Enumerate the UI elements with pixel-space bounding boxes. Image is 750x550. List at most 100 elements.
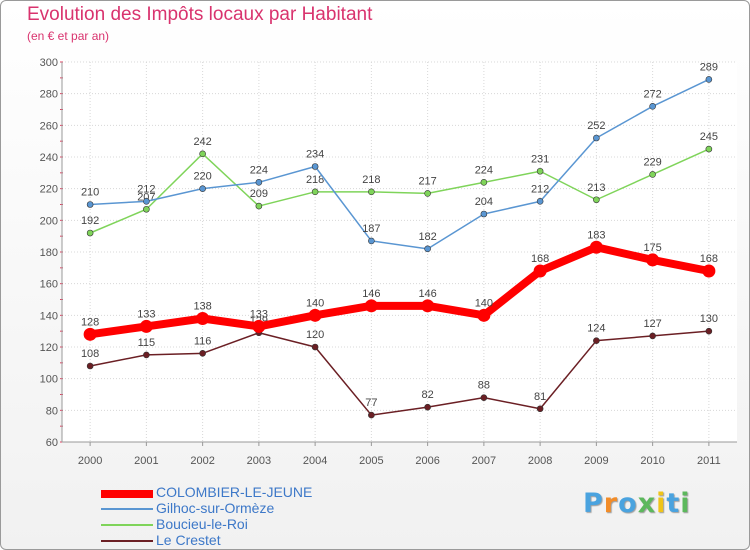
data-point — [480, 179, 488, 186]
y-tick-label: 140 — [40, 310, 58, 322]
data-point — [593, 337, 600, 344]
x-tick-label: 2004 — [303, 455, 327, 467]
y-tick-label: 260 — [40, 120, 58, 132]
legend: COLOMBIER-LE-JEUNE Gilhoc-sur-Ormèze Bou… — [101, 484, 361, 549]
logo-letter: x — [637, 488, 657, 519]
series-line — [89, 148, 710, 234]
data-label: 175 — [643, 242, 661, 254]
proxiti-logo: Proxiti — [583, 488, 691, 519]
data-point — [705, 327, 713, 335]
data-point — [308, 308, 322, 322]
y-tick-label: 60 — [46, 437, 58, 449]
data-label: 140 — [306, 297, 324, 309]
data-label: 77 — [365, 397, 377, 409]
legend-label: Boucieu-le-Roi — [156, 516, 248, 532]
data-point — [311, 343, 319, 351]
data-label: 108 — [81, 348, 99, 360]
data-point — [139, 319, 153, 333]
data-label: 116 — [194, 335, 212, 347]
y-tick-label: 160 — [40, 279, 58, 291]
data-label: 242 — [193, 136, 211, 148]
x-tick-label: 2011 — [697, 455, 721, 467]
series-line — [89, 78, 710, 250]
x-tick-label: 2002 — [190, 455, 214, 467]
data-label: 133 — [250, 308, 268, 320]
data-label: 140 — [475, 297, 493, 309]
legend-swatch — [101, 490, 153, 498]
data-point — [311, 163, 319, 170]
series-line — [89, 330, 710, 416]
data-point — [593, 196, 600, 204]
legend-item: Le Crestet — [101, 532, 361, 549]
data-point — [196, 312, 210, 325]
series-line — [86, 243, 713, 339]
data-label: 168 — [700, 253, 718, 265]
data-point — [536, 167, 544, 175]
data-label: 224 — [475, 164, 493, 176]
data-label: 212 — [137, 183, 155, 195]
data-label: 218 — [306, 174, 324, 186]
data-label: 124 — [587, 323, 605, 335]
x-tick-label: 2008 — [528, 455, 552, 467]
legend-item: COLOMBIER-LE-JEUNE — [101, 484, 361, 501]
logo-letter: P — [583, 488, 604, 519]
data-point — [424, 403, 431, 411]
data-point — [252, 319, 266, 333]
data-point — [649, 171, 656, 178]
data-label: 88 — [478, 380, 490, 392]
x-tick-label: 2006 — [415, 455, 439, 467]
data-point — [646, 253, 660, 267]
data-label: 183 — [587, 229, 605, 241]
legend-label: Gilhoc-sur-Ormèze — [156, 500, 275, 516]
data-point — [368, 237, 375, 245]
data-point — [86, 229, 94, 237]
data-label: 213 — [587, 182, 605, 194]
y-tick-label: 80 — [46, 405, 58, 417]
x-tick-label: 2000 — [78, 455, 102, 467]
data-point — [480, 210, 488, 218]
data-point — [311, 188, 319, 196]
data-label: 231 — [531, 153, 549, 165]
data-point — [424, 190, 431, 197]
data-point — [199, 350, 206, 357]
chart-subtitle: (en € et par an) — [27, 29, 110, 43]
data-point — [199, 185, 206, 192]
data-label: 272 — [643, 88, 661, 100]
data-label: 234 — [306, 149, 324, 161]
data-label: 192 — [81, 215, 99, 227]
data-point — [649, 103, 656, 110]
x-tick-label: 2009 — [584, 455, 608, 467]
data-point — [368, 188, 375, 196]
data-label: 217 — [418, 175, 436, 187]
logo-letter: i — [680, 488, 691, 519]
data-point — [533, 264, 547, 278]
data-point — [593, 134, 600, 142]
y-tick-label: 100 — [40, 374, 58, 386]
data-point — [255, 179, 263, 186]
data-label: 218 — [362, 174, 380, 186]
data-point — [83, 327, 97, 341]
data-label: 209 — [250, 188, 268, 200]
y-tick-label: 220 — [40, 184, 58, 196]
data-point — [702, 264, 716, 278]
logo-letter: r — [603, 488, 619, 519]
legend-label: Le Crestet — [156, 532, 221, 548]
data-point — [364, 299, 378, 313]
data-label: 229 — [643, 156, 661, 168]
data-point — [480, 394, 488, 401]
data-point — [536, 198, 544, 205]
data-label: 128 — [81, 316, 99, 328]
data-point — [705, 76, 713, 83]
data-point — [705, 145, 713, 153]
legend-item: Boucieu-le-Roi — [101, 516, 361, 533]
data-point — [368, 411, 375, 419]
data-label: 115 — [138, 337, 156, 349]
x-tick-label: 2003 — [247, 455, 271, 467]
data-label: 168 — [531, 253, 549, 265]
legend-label: COLOMBIER-LE-JEUNE — [156, 484, 313, 500]
legend-swatch — [101, 508, 153, 510]
data-point — [424, 245, 431, 253]
y-tick-label: 120 — [40, 342, 58, 354]
